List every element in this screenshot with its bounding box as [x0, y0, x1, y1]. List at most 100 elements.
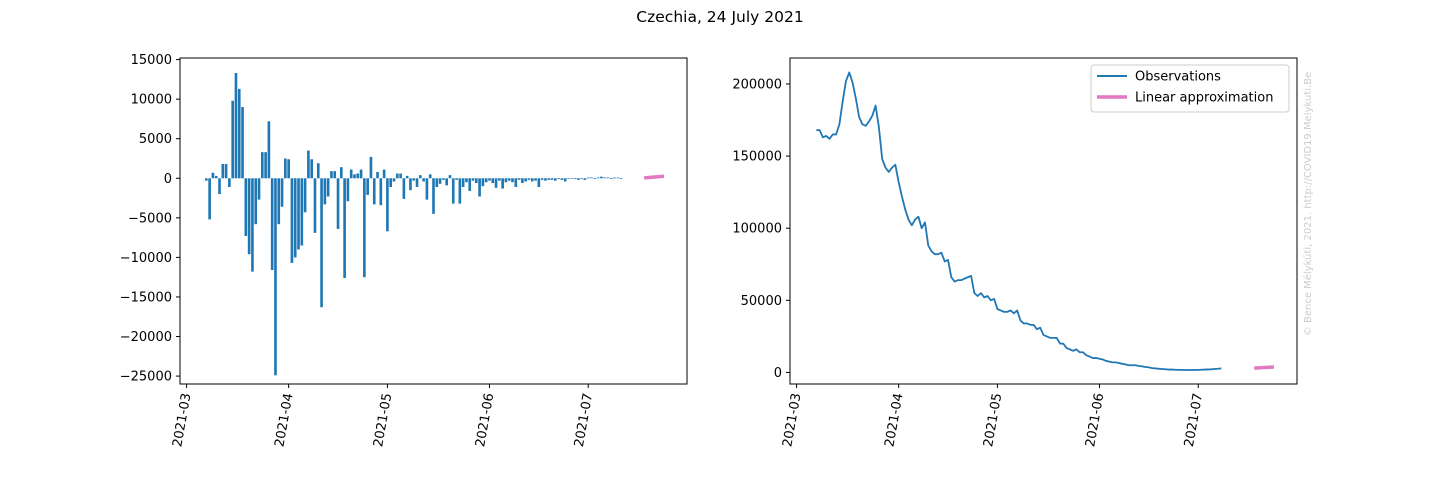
- bar: [343, 178, 346, 278]
- x-tick-label: 2021-05: [371, 392, 395, 448]
- bar: [586, 177, 590, 179]
- watermark: © Bence Mélykúti, 2021. http://COVID19.M…: [1302, 72, 1314, 336]
- bar: [442, 178, 445, 180]
- y-axis: 200000 150000 100000 50000 0: [732, 77, 790, 381]
- line-series: [816, 71, 1275, 371]
- bar: [560, 178, 564, 180]
- bar: [596, 177, 600, 179]
- bar: [316, 163, 320, 179]
- x-axis: 2021-03 2021-04 2021-05 2021-06 2021-07: [170, 384, 596, 448]
- bar: [320, 178, 323, 308]
- bar: [573, 178, 577, 180]
- x-tick-label: 2021-07: [572, 392, 596, 448]
- bar: [349, 169, 353, 179]
- bar: [481, 178, 485, 187]
- bar: [609, 178, 613, 180]
- bar: [580, 178, 583, 180]
- bar: [451, 178, 455, 204]
- bar: [257, 178, 261, 200]
- x-tick-label: 2021-04: [272, 392, 296, 448]
- y-tick-label: 100000: [732, 222, 782, 237]
- bar: [234, 73, 238, 179]
- legend-label-observations: Observations: [1135, 70, 1221, 85]
- bar: [303, 178, 307, 213]
- linear-approximation-line: [1254, 365, 1275, 370]
- bar: [428, 174, 432, 179]
- bar: [606, 177, 610, 179]
- figure-title: Czechia, 24 July 2021: [636, 8, 803, 26]
- bar: [214, 175, 218, 179]
- bar: [208, 178, 211, 220]
- bar: [570, 178, 574, 179]
- x-tick-label: 2021-05: [981, 392, 1005, 448]
- y-tick-label: −10000: [120, 251, 172, 266]
- bar: [277, 178, 281, 225]
- bar: [333, 171, 337, 179]
- bar: [593, 178, 597, 180]
- x-axis: 2021-03 2021-04 2021-05 2021-06 2021-07: [780, 384, 1206, 448]
- bar: [471, 178, 475, 181]
- y-tick-label: 0: [774, 366, 782, 381]
- y-tick-label: 5000: [139, 132, 172, 147]
- bar: [550, 178, 554, 180]
- bar: [491, 178, 495, 184]
- bar: [402, 178, 406, 199]
- bar: [346, 178, 350, 202]
- bar: [540, 178, 544, 180]
- bar: [228, 178, 231, 187]
- bar: [274, 178, 277, 376]
- bar: [521, 178, 524, 184]
- y-tick-label: 0: [164, 172, 172, 187]
- x-tick-label: 2021-06: [473, 392, 497, 448]
- bar: [270, 178, 274, 271]
- bar: [399, 173, 402, 179]
- x-tick-label: 2021-06: [1083, 392, 1107, 448]
- bar: [501, 178, 504, 189]
- bar: [330, 171, 333, 179]
- bar: [211, 172, 215, 179]
- bar: [524, 178, 527, 182]
- bar: [251, 178, 254, 272]
- bar: [517, 178, 521, 180]
- bar: [478, 178, 481, 197]
- bar: [247, 178, 251, 255]
- bar: [412, 178, 416, 181]
- bar: [567, 178, 570, 179]
- bar: [547, 178, 551, 180]
- y-tick-label: 15000: [131, 53, 172, 68]
- bar: [382, 169, 386, 179]
- bar: [356, 173, 360, 179]
- bar: [484, 178, 488, 183]
- bar: [432, 178, 435, 214]
- bar: [530, 178, 534, 182]
- y-tick-label: −5000: [128, 211, 172, 226]
- bar: [297, 178, 300, 250]
- bar: [231, 100, 234, 179]
- x-tick-label: 2021-03: [780, 392, 804, 448]
- bar: [409, 178, 412, 191]
- bar: [461, 178, 465, 187]
- plot-frame: [179, 57, 688, 385]
- bar: [577, 178, 580, 180]
- bar: [379, 178, 383, 206]
- bar: [557, 178, 560, 180]
- bar: [448, 175, 452, 179]
- bar: [366, 178, 369, 195]
- y-tick-label: 50000: [741, 294, 782, 309]
- bar: [445, 178, 448, 186]
- bar: [392, 178, 396, 182]
- bar: [534, 178, 537, 181]
- bar: [468, 178, 472, 191]
- bar: [616, 177, 620, 179]
- bar: [369, 156, 373, 179]
- y-axis: 15000 10000 5000 0 −5000 −10000 −15000 −20000 −2…: [120, 53, 180, 385]
- bar: [224, 164, 228, 179]
- bar: [514, 178, 518, 187]
- bar: [205, 178, 208, 181]
- approximation-line: [644, 174, 665, 180]
- legend-label-approximation: Linear approximation: [1135, 91, 1273, 106]
- bar: [353, 174, 356, 179]
- bar: [590, 177, 593, 179]
- bar: [419, 175, 422, 179]
- bar: [376, 171, 379, 179]
